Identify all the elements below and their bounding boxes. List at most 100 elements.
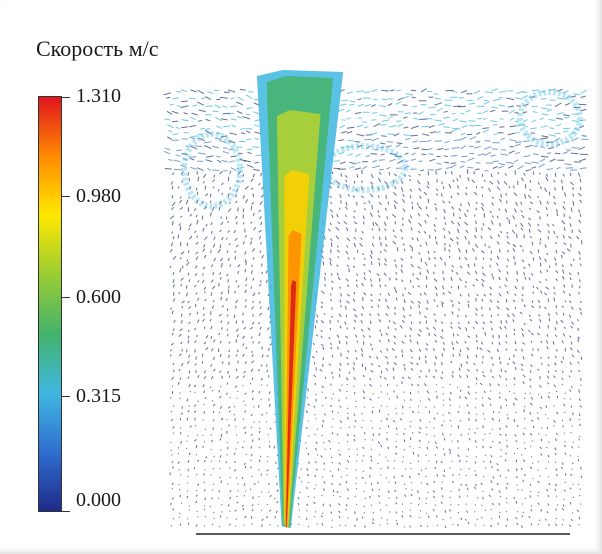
velocity-arrow xyxy=(209,318,212,322)
velocity-arrow xyxy=(545,286,550,290)
velocity-arrow xyxy=(527,194,532,199)
velocity-arrow xyxy=(434,102,443,106)
velocity-arrow xyxy=(173,159,181,163)
velocity-arrow xyxy=(344,321,347,325)
velocity-arrow xyxy=(442,518,444,521)
velocity-arrow xyxy=(244,465,247,469)
velocity-arrow xyxy=(515,132,520,134)
velocity-arrow xyxy=(185,285,188,289)
velocity-arrow xyxy=(421,153,427,156)
velocity-arrow xyxy=(394,186,397,190)
velocity-arrow xyxy=(185,349,188,353)
velocity-arrow xyxy=(266,364,268,368)
velocity-arrow xyxy=(379,375,382,379)
velocity-arrow xyxy=(337,185,340,189)
velocity-arrow xyxy=(410,356,413,359)
velocity-arrow xyxy=(492,375,494,379)
velocity-arrow xyxy=(250,240,252,245)
velocity-arrow xyxy=(335,227,340,231)
velocity-arrow xyxy=(531,305,535,309)
velocity-arrow xyxy=(579,158,587,162)
velocity-arrow xyxy=(505,307,510,311)
velocity-arrow xyxy=(512,215,516,220)
velocity-arrow xyxy=(409,339,412,343)
velocity-arrow xyxy=(450,326,453,329)
velocity-arrow xyxy=(329,261,332,266)
velocity-arrow xyxy=(554,488,557,491)
velocity-arrow xyxy=(433,313,436,316)
velocity-arrow xyxy=(250,270,253,275)
velocity-arrow xyxy=(496,348,500,353)
velocity-arrow xyxy=(237,207,239,212)
velocity-arrow xyxy=(249,326,253,330)
velocity-arrow xyxy=(370,132,378,136)
velocity-arrow xyxy=(522,94,528,99)
velocity-arrow xyxy=(563,226,566,232)
velocity-arrow xyxy=(204,185,207,190)
velocity-arrow xyxy=(573,128,579,130)
velocity-arrow xyxy=(320,305,323,309)
velocity-arrow xyxy=(464,285,467,288)
velocity-arrow xyxy=(231,124,236,128)
velocity-arrow xyxy=(531,166,537,169)
velocity-arrow xyxy=(443,399,445,401)
velocity-arrow xyxy=(442,433,444,436)
velocity-arrow xyxy=(475,201,478,205)
velocity-arrow xyxy=(314,460,317,464)
velocity-arrow xyxy=(499,495,502,498)
velocity-arrow xyxy=(484,467,487,469)
velocity-arrow xyxy=(260,194,264,198)
velocity-arrow xyxy=(339,194,342,199)
velocity-arrow xyxy=(409,525,411,528)
velocity-arrow xyxy=(548,523,550,527)
recirculation-vortex xyxy=(517,89,583,147)
velocity-arrow xyxy=(506,258,510,262)
velocity-arrow xyxy=(210,230,213,234)
velocity-arrow xyxy=(572,441,574,443)
velocity-arrow xyxy=(469,136,477,141)
velocity-arrow xyxy=(552,341,555,345)
velocity-arrow xyxy=(444,525,447,529)
velocity-arrow xyxy=(381,119,390,122)
velocity-arrow xyxy=(467,368,470,372)
velocity-arrow xyxy=(171,120,179,123)
velocity-arrow xyxy=(308,461,311,464)
velocity-arrow xyxy=(428,257,431,261)
velocity-arrow xyxy=(536,286,539,290)
velocity-arrow xyxy=(209,200,212,203)
velocity-arrow xyxy=(246,148,253,151)
velocity-arrow xyxy=(440,301,445,305)
velocity-arrow xyxy=(216,98,221,101)
velocity-arrow xyxy=(369,313,372,317)
velocity-arrow xyxy=(368,270,372,273)
velocity-arrow xyxy=(346,383,348,386)
velocity-arrow xyxy=(521,298,524,302)
velocity-arrow xyxy=(505,486,508,490)
velocity-arrow xyxy=(169,307,173,310)
velocity-arrow xyxy=(512,361,516,365)
velocity-arrow xyxy=(380,420,383,422)
velocity-arrow xyxy=(395,277,398,281)
velocity-arrow xyxy=(321,434,324,437)
velocity-arrow xyxy=(555,474,559,477)
velocity-arrow xyxy=(412,285,414,288)
velocity-arrow xyxy=(571,354,575,358)
velocity-arrow xyxy=(410,383,414,387)
velocity-arrow xyxy=(479,347,483,351)
velocity-arrow xyxy=(346,407,349,410)
velocity-arrow xyxy=(411,237,414,241)
velocity-arrow xyxy=(540,125,548,128)
velocity-arrow xyxy=(250,178,254,183)
velocity-arrow xyxy=(234,215,238,220)
velocity-arrow xyxy=(356,124,363,128)
velocity-arrow xyxy=(203,286,207,291)
velocity-arrow xyxy=(187,354,191,358)
velocity-arrow xyxy=(442,285,445,290)
velocity-arrow xyxy=(347,460,350,463)
velocity-arrow xyxy=(576,349,580,353)
velocity-arrow xyxy=(467,303,470,308)
velocity-arrow xyxy=(425,206,428,210)
velocity-arrow xyxy=(189,186,192,190)
velocity-arrow xyxy=(188,306,191,310)
